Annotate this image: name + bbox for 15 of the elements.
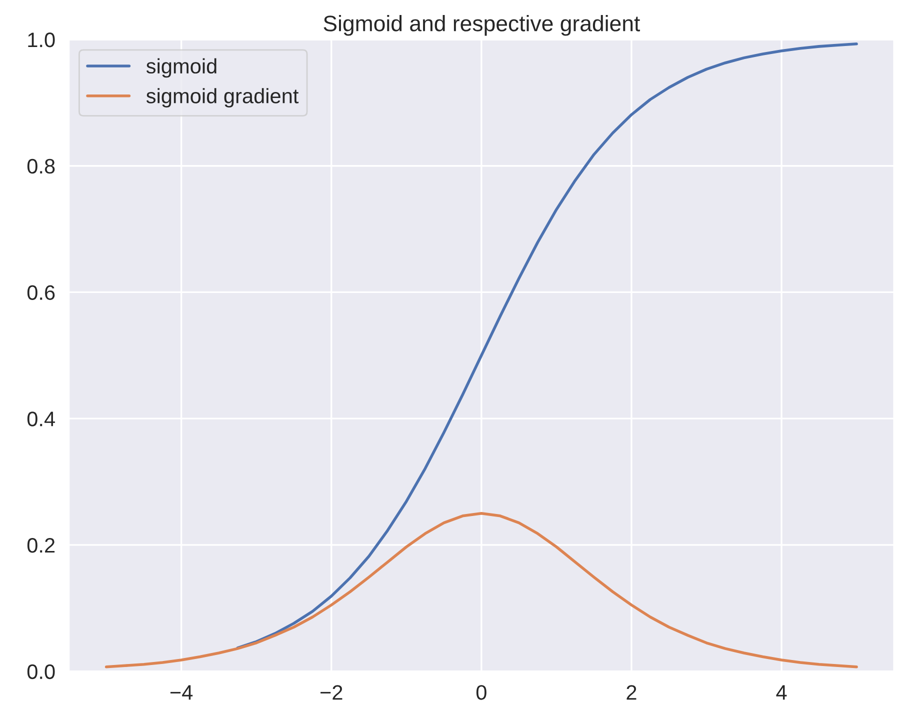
y-tick-label: 0.8 xyxy=(27,158,55,174)
x-tick-label: 0 xyxy=(476,685,486,700)
x-tick-label: 4 xyxy=(776,685,787,700)
chart-title: Sigmoid and respective gradient xyxy=(324,15,640,36)
x-tick-label: −2 xyxy=(320,685,342,700)
y-tick-label: 0.6 xyxy=(27,285,55,300)
y-tick-label: 1.0 xyxy=(28,32,55,48)
line-series xyxy=(104,512,858,668)
legend-label: sigmoid xyxy=(146,58,216,78)
y-tick-label: 0.0 xyxy=(27,664,55,680)
y-tick-label: 0.4 xyxy=(27,412,55,426)
x-tick-label: −4 xyxy=(170,685,193,700)
legend-label: sigmoid gradient xyxy=(146,88,299,108)
x-tick-label: 2 xyxy=(626,685,636,700)
y-tick-label: 0.2 xyxy=(27,538,55,553)
